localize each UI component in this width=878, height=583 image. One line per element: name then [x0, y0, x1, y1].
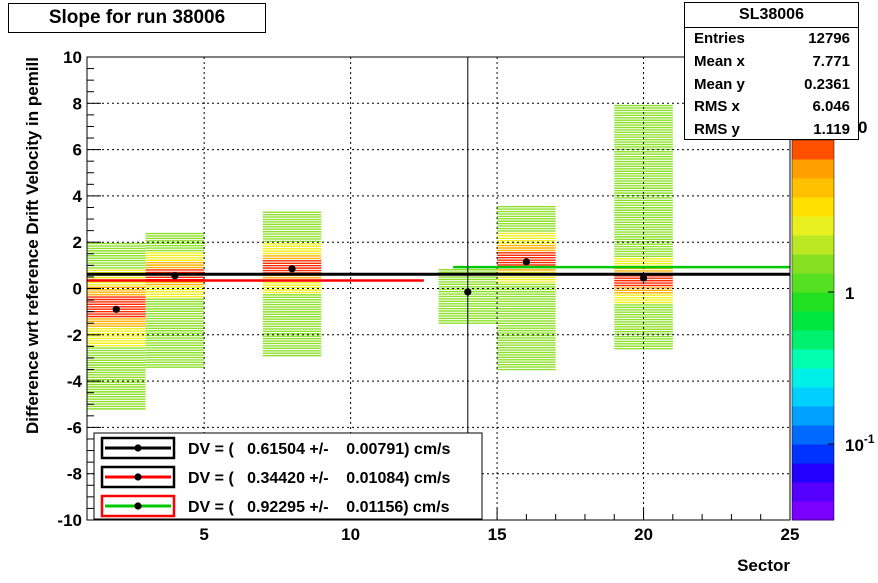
legend-entry-text: DV = ( 0.34420 +/- 0.01084) cm/s	[188, 470, 450, 487]
legend-entry-text: DV = ( 0.92295 +/- 0.01156) cm/s	[188, 499, 450, 516]
stats-value: 0.2361	[804, 75, 850, 93]
legend-entry-box	[100, 436, 176, 460]
colorbar-segment	[792, 216, 834, 236]
y-tick-label: -6	[67, 418, 82, 437]
stats-value: 12796	[808, 30, 850, 47]
stats-label: RMS x	[694, 98, 740, 116]
colorbar-frame	[791, 139, 835, 521]
colorbar-segment	[792, 406, 834, 426]
colorbar-segment	[792, 159, 834, 179]
chart-title: Slope for run 38006	[8, 3, 266, 33]
grid	[87, 57, 790, 520]
colorbar-label-base: 1	[845, 284, 854, 303]
data-point	[171, 272, 179, 280]
x-axis-title: Sector	[737, 556, 790, 575]
data-point	[112, 305, 120, 313]
colorbar-segment	[792, 482, 834, 502]
stats-box: SL38006 Entries 12796 Mean x 7.771 Mean …	[684, 2, 859, 140]
data-point	[639, 274, 648, 282]
stats-label: Mean y	[694, 75, 745, 93]
colorbar-segment	[792, 197, 834, 217]
stats-row-mean-y: Mean y 0.2361	[685, 74, 858, 97]
stats-value: 7.771	[812, 52, 850, 70]
colorbar-segment	[792, 463, 834, 483]
fit-lines	[87, 265, 790, 282]
colorbar-segment	[792, 501, 834, 521]
legend-entry-marker	[134, 444, 142, 452]
colorbar-segment	[792, 368, 834, 388]
x-tick-label: 15	[488, 525, 507, 544]
legend-entry-box	[100, 465, 176, 489]
x-tick-label: 5	[199, 525, 208, 544]
y-tick-label: 6	[73, 141, 82, 160]
y-tick-label: -2	[67, 326, 82, 345]
y-tick-label: 8	[73, 94, 82, 113]
y-tick-label: 2	[73, 233, 82, 252]
legend-entry-text: DV = ( 0.61504 +/- 0.00791) cm/s	[188, 441, 450, 458]
legend-entry-box	[100, 494, 176, 518]
data-point	[522, 258, 530, 266]
y-tick-label: 4	[73, 187, 83, 206]
legend-entry-marker	[134, 502, 142, 510]
colorbar-segment	[792, 349, 834, 369]
y-tick-label: 10	[63, 48, 82, 67]
stats-value: 6.046	[812, 98, 850, 116]
colorbar-segment	[792, 178, 834, 198]
y-tick-label: -4	[67, 372, 83, 391]
colorbar-label: 10-1	[845, 432, 875, 455]
stats-title: SL38006	[685, 3, 858, 28]
y-tick-label: -10	[57, 511, 82, 530]
stats-row-mean-x: Mean x 7.771	[685, 51, 858, 74]
legend: DV = ( 0.61504 +/- 0.00791) cm/s DV = ( 0…	[93, 432, 483, 520]
legend-entry-marker	[134, 473, 142, 481]
colorbar-segment	[792, 330, 834, 350]
colorbar-segment	[792, 425, 834, 445]
colorbar-segment	[792, 273, 834, 293]
stats-label: RMS y	[694, 121, 740, 139]
colorbar-segment	[792, 235, 834, 255]
stats-row-rms-y: RMS y 1.119	[685, 119, 858, 142]
y-axis-title: Difference wrt reference Drift Velocity …	[23, 57, 42, 434]
stats-label: Entries	[694, 30, 745, 47]
stats-row-entries: Entries 12796	[685, 28, 858, 51]
colorbar-partial-label: 0	[858, 118, 867, 137]
colorbar-segment	[792, 387, 834, 407]
colorbar-segment	[792, 254, 834, 274]
colorbar-label-base: 10	[845, 436, 864, 455]
stats-label: Mean x	[694, 52, 745, 70]
data-point	[464, 288, 472, 296]
data-points	[112, 258, 648, 313]
colorbar-segment	[792, 444, 834, 464]
colorbar-segment	[792, 311, 834, 331]
x-tick-label: 10	[341, 525, 360, 544]
stats-value: 1.119	[813, 121, 850, 139]
colorbar-label: 1	[845, 284, 854, 303]
stats-row-rms-x: RMS x 6.046	[685, 96, 858, 119]
y-tick-label: 0	[73, 280, 82, 299]
y-tick-label: -8	[67, 465, 82, 484]
colorbar-segment	[792, 292, 834, 312]
colorbar: 1 10-1 0	[791, 118, 875, 521]
x-tick-label: 25	[781, 525, 800, 544]
colorbar-segment	[792, 140, 834, 160]
data-point	[288, 265, 296, 273]
colorbar-label-exponent: -1	[864, 432, 875, 446]
x-tick-label: 20	[634, 525, 653, 544]
